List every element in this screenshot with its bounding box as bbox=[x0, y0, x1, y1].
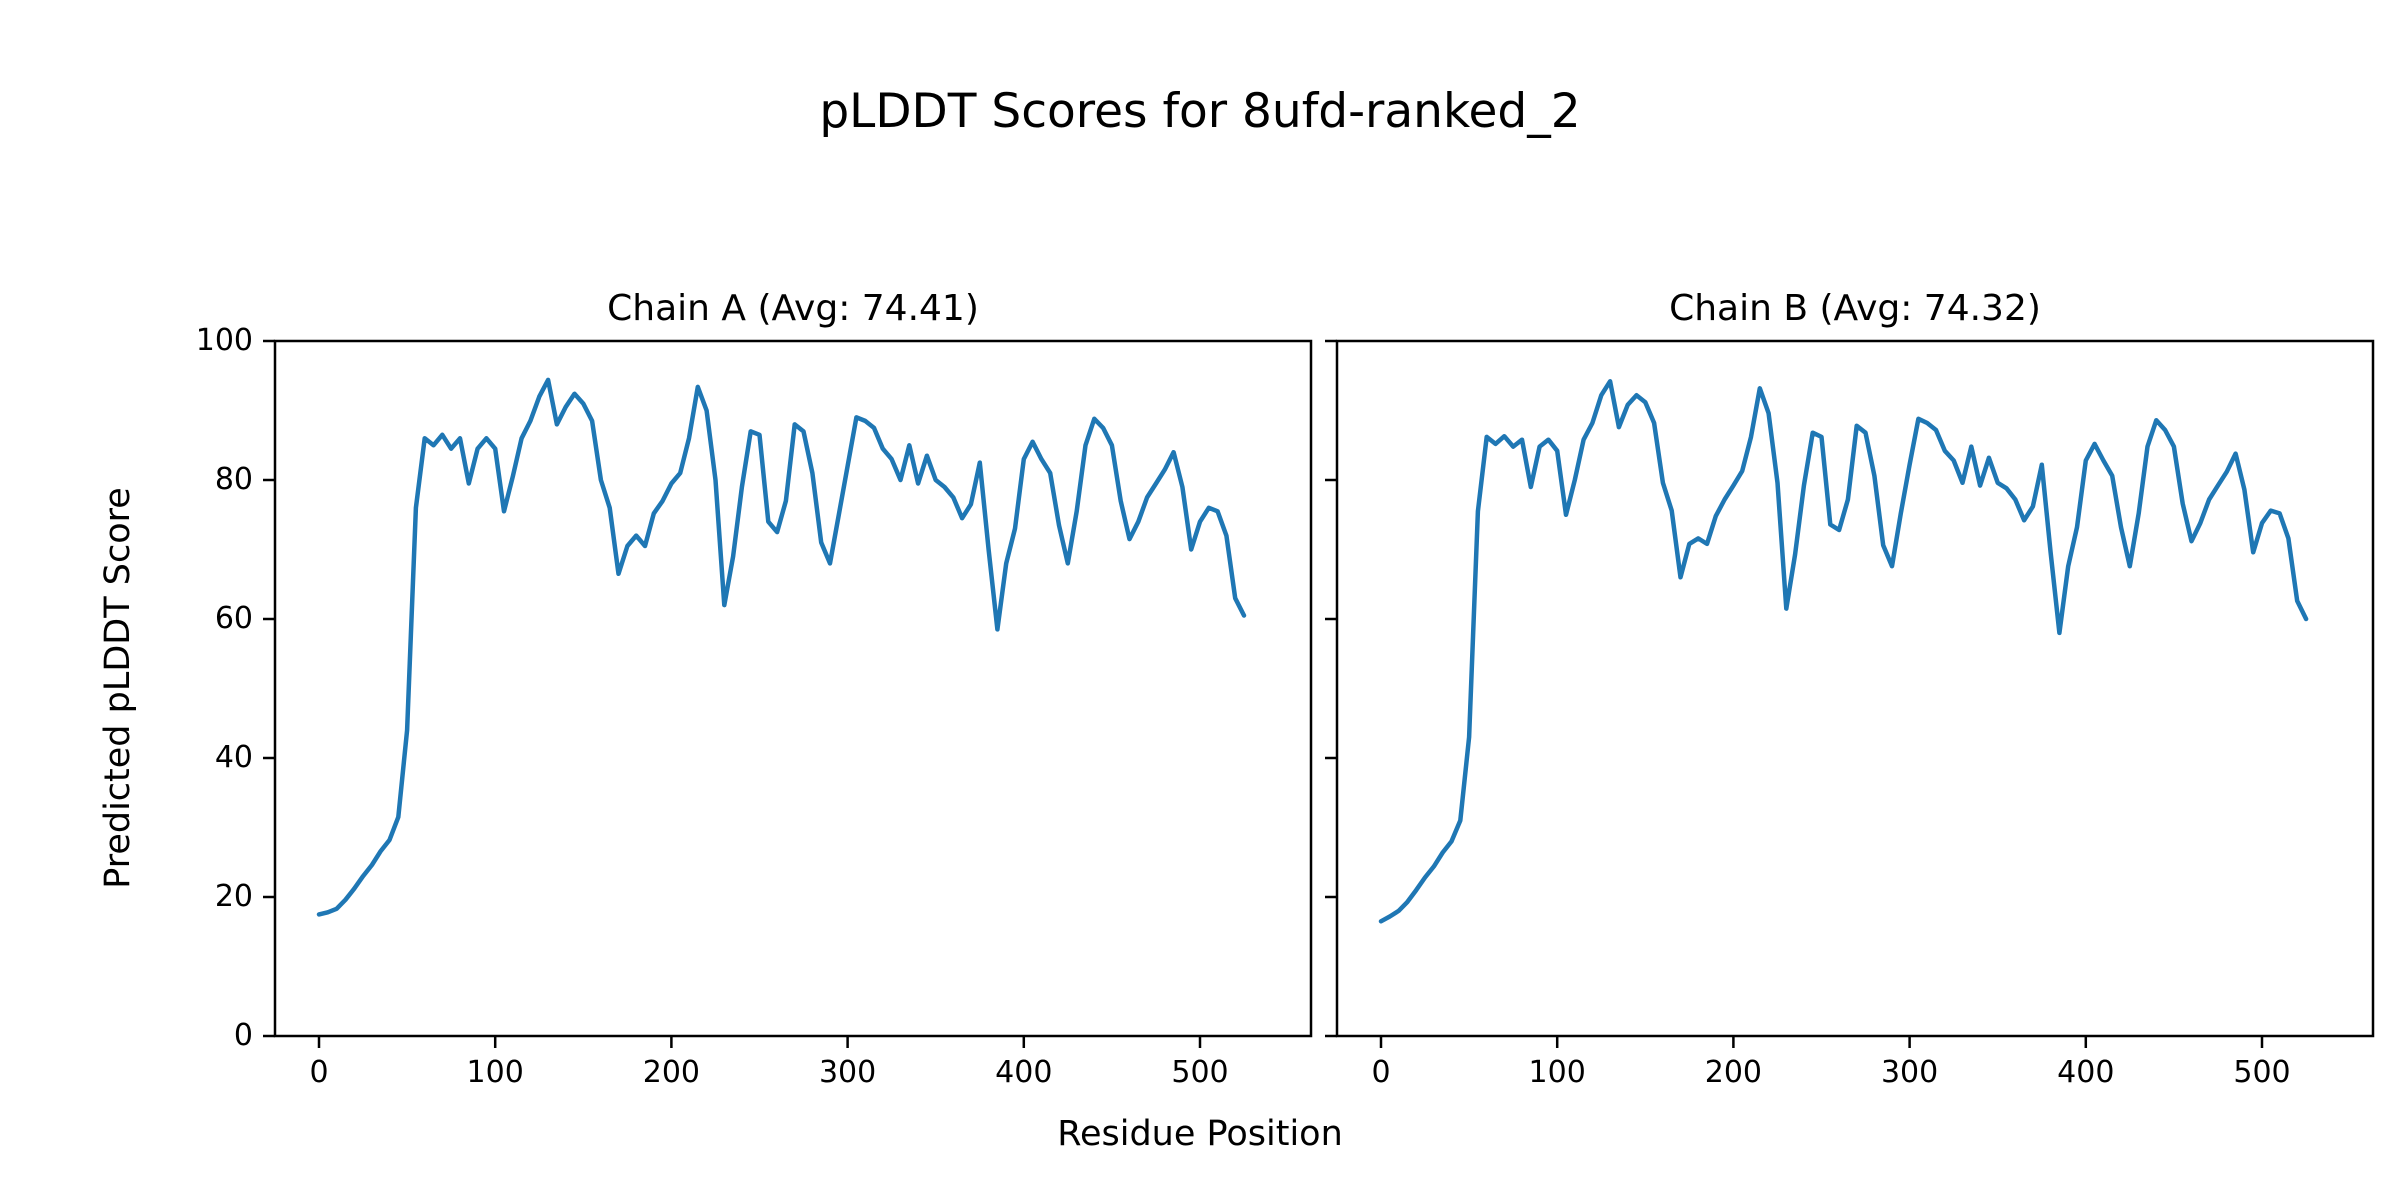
x-tick-label-b-400: 400 bbox=[2057, 1055, 2115, 1090]
y-tick-label-20: 20 bbox=[214, 879, 253, 914]
x-tick-label-b-200: 200 bbox=[1704, 1055, 1763, 1090]
x-tick-label-b-0: 0 bbox=[1371, 1055, 1391, 1090]
axes-frame-b bbox=[1335, 339, 2375, 1038]
y-tick-label-0: 0 bbox=[233, 1018, 253, 1053]
figure-title: pLDDT Scores for 8ufd-ranked_2 bbox=[819, 84, 1581, 139]
x-tick-label-b-100: 100 bbox=[1528, 1055, 1586, 1090]
axes-frame-a bbox=[273, 339, 1313, 1038]
y-tick-label-80: 80 bbox=[214, 462, 253, 497]
y-tick-label-40: 40 bbox=[214, 740, 253, 775]
x-tick-label-a-0: 0 bbox=[309, 1055, 329, 1090]
x-tick-label-a-500: 500 bbox=[1171, 1055, 1229, 1090]
plddt-line-chain-a bbox=[316, 377, 1247, 917]
y-tick-label-100: 100 bbox=[195, 323, 253, 358]
x-tick-label-a-200: 200 bbox=[642, 1055, 701, 1090]
plddt-line-chain-b bbox=[1378, 379, 2309, 924]
subplot-title-chain-b: Chain B (Avg: 74.32) bbox=[1669, 288, 2041, 329]
x-tick-label-b-300: 300 bbox=[1880, 1055, 1939, 1090]
x-tick-label-b-500: 500 bbox=[2233, 1055, 2291, 1090]
x-tick-label-a-400: 400 bbox=[995, 1055, 1053, 1090]
x-tick-label-a-100: 100 bbox=[466, 1055, 524, 1090]
x-tick-label-a-300: 300 bbox=[818, 1055, 877, 1090]
x-axis-label: Residue Position bbox=[1057, 1114, 1343, 1154]
subplot-title-chain-a: Chain A (Avg: 74.41) bbox=[607, 288, 979, 329]
y-tick-label-60: 60 bbox=[214, 601, 253, 636]
